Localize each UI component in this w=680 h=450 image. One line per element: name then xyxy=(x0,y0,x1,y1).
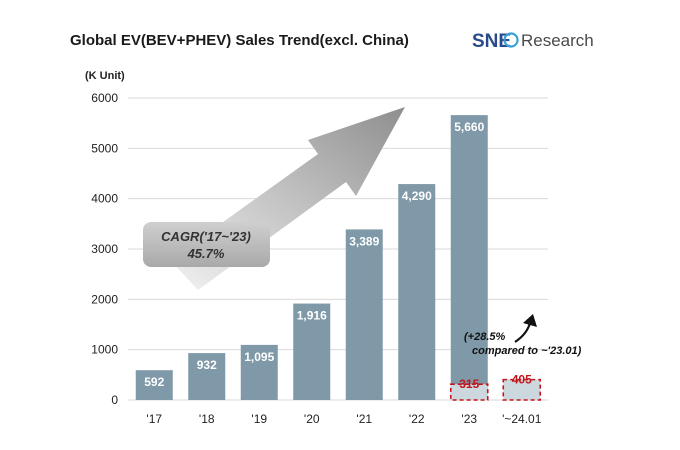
logo-sne-text: SNE xyxy=(472,31,511,52)
chart-title: Global EV(BEV+PHEV) Sales Trend(excl. Ch… xyxy=(70,32,409,49)
highlight-segment xyxy=(449,383,489,401)
bar-value-label: 4,290 xyxy=(402,189,432,203)
y-tick-label: 1000 xyxy=(91,343,118,357)
bars: 592 932 1,095 1,916 3,389 4,290 5,660 315 405 xyxy=(135,115,542,401)
bar xyxy=(345,229,383,400)
curved-arrowhead-icon xyxy=(523,314,537,327)
growth-note-line2: compared to ~'23.01) xyxy=(472,345,582,357)
bar-value-label: 1,095 xyxy=(244,350,274,364)
logo-research-text: Research xyxy=(521,31,594,50)
x-tick-label: '22 xyxy=(409,412,425,426)
cagr-box xyxy=(143,222,270,267)
x-tick-label: '21 xyxy=(356,412,372,426)
x-tick-label: '20 xyxy=(304,412,320,426)
logo-swirl-icon xyxy=(503,32,519,48)
cagr-callout: CAGR('17~'23) 45.7% xyxy=(143,222,270,267)
bar xyxy=(188,353,226,400)
bar xyxy=(293,303,331,400)
bar xyxy=(135,370,173,400)
curved-arrow-icon xyxy=(514,322,532,343)
bar-value-label: 932 xyxy=(197,358,217,372)
sne-research-logo: SNE Research xyxy=(472,31,594,52)
growth-note: (+28.5% compared to ~'23.01) xyxy=(464,314,582,357)
bar-value-label: 1,916 xyxy=(297,309,327,323)
bar-value-label: 3,389 xyxy=(349,234,379,248)
cagr-value: 45.7% xyxy=(187,246,225,261)
x-tick-label: '19 xyxy=(251,412,267,426)
x-tick-label: '~24.01 xyxy=(502,412,542,426)
y-tick-label: 0 xyxy=(111,393,118,407)
bar xyxy=(240,344,278,400)
y-tick-label: 4000 xyxy=(91,192,118,206)
y-axis-unit-label: (K Unit) xyxy=(85,70,125,82)
y-tick-label: 3000 xyxy=(91,242,118,256)
x-tick-label: '23 xyxy=(461,412,477,426)
bar xyxy=(398,184,436,400)
y-tick-label: 6000 xyxy=(91,91,118,105)
y-tick-label: 2000 xyxy=(91,292,118,306)
x-tick-label: '17 xyxy=(146,412,162,426)
growth-note-line1: (+28.5% xyxy=(464,331,505,343)
bar xyxy=(450,115,488,400)
x-tick-label: '18 xyxy=(199,412,215,426)
y-axis-ticks: 0 1000 2000 3000 4000 5000 6000 xyxy=(91,91,118,407)
highlight-segment xyxy=(502,378,542,401)
highlight-value-label: 405 xyxy=(512,373,532,387)
cagr-label: CAGR('17~'23) xyxy=(161,229,251,244)
x-axis-ticks: '17 '18 '19 '20 '21 '22 '23 '~24.01 xyxy=(146,412,541,426)
y-tick-label: 5000 xyxy=(91,141,118,155)
bar-value-label: 592 xyxy=(144,375,164,389)
bar-value-label: 5,660 xyxy=(454,120,484,134)
highlight-value-label: 315 xyxy=(459,377,479,391)
